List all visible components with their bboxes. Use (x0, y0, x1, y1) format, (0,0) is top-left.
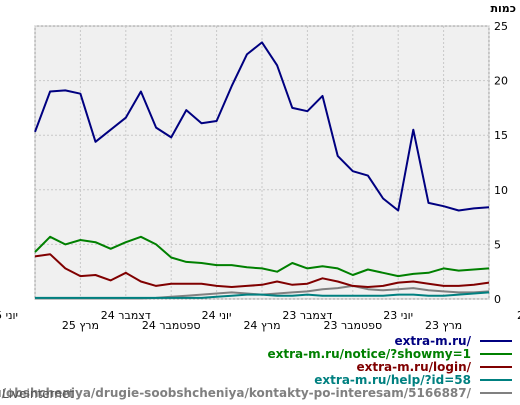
y-tick-label: 25 (494, 20, 508, 33)
grid-lines (34, 25, 490, 300)
y-tick-label: 0 (494, 293, 501, 306)
legend-label: extra-m.ru/notice/?showmy=1 (268, 347, 472, 361)
x-tick-label: ספטמבר 23 (323, 319, 382, 332)
y-tick-label: 10 (494, 184, 508, 197)
legend-label: extra-m.ru/ (394, 334, 471, 348)
x-tick-label: מרץ 25 (62, 319, 99, 332)
x-tick-label: מרץ 23 (425, 319, 462, 332)
series-line (34, 41, 490, 212)
x-tick-label: דצמבר 23 (282, 309, 332, 322)
x-tick-label: ספטמבר 24 (142, 319, 201, 332)
series-lines (34, 41, 490, 300)
y-tick-label: 20 (494, 75, 508, 88)
x-tick-label: דצמבר 22 (517, 309, 520, 322)
legend-label: extra-m.ru/help/?id=58 (314, 373, 471, 387)
y-tick-labels: 0 5 10 15 20 25 (494, 20, 508, 306)
x-tick-label: דצמבר 24 (101, 309, 151, 322)
x-tick-label: יוני 23 (383, 309, 413, 322)
series-line (34, 253, 490, 288)
series-line (35, 291, 490, 299)
x-tick-label: יוני 24 (202, 309, 232, 322)
legend-label: extra-m.ru/obshcheniya/drugie-soobshchen… (0, 386, 472, 400)
x-tick-label: מרץ 24 (243, 319, 280, 332)
x-tick-label: יוני 25 (0, 309, 18, 322)
footer-watermark: Liveinternet (2, 387, 74, 401)
legend-label: extra-m.ru/login/ (356, 360, 471, 374)
series-line (34, 235, 490, 278)
y-tick-label: 5 (494, 238, 501, 251)
y-tick-label: 15 (494, 129, 508, 142)
y-axis-label: כמות (491, 2, 516, 15)
legend: extra-m.ru/extra-m.ru/notice/?showmy=1ex… (0, 334, 512, 400)
